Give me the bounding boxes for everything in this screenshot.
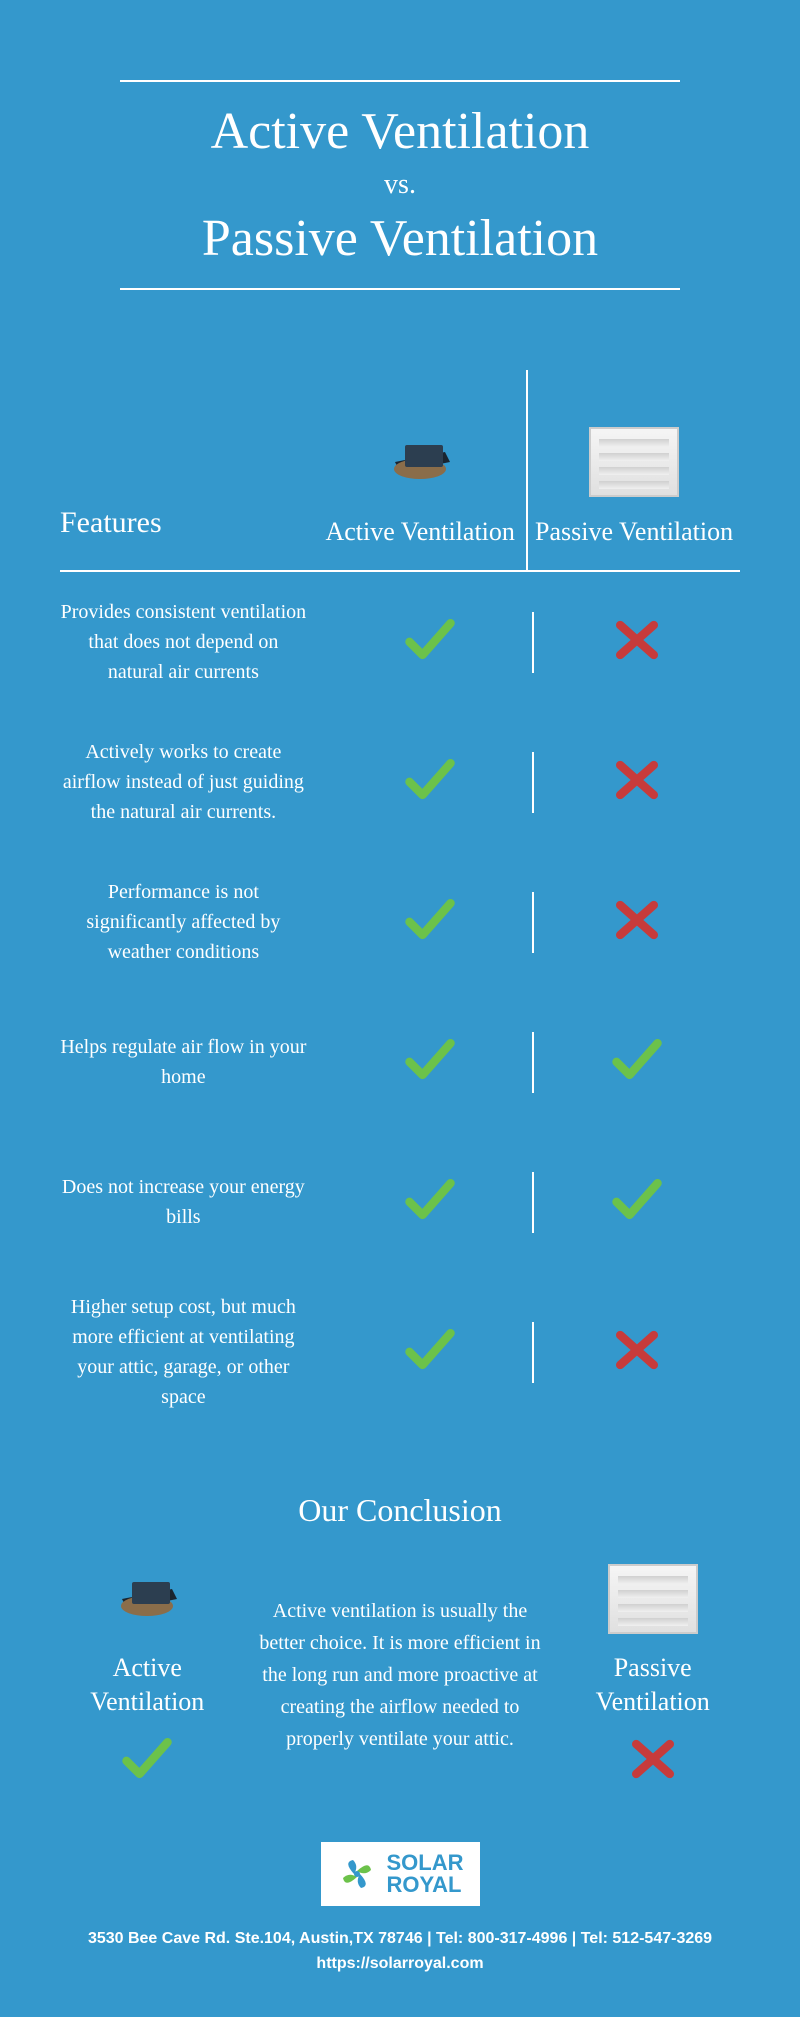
conclusion-heading: Our Conclusion: [60, 1492, 740, 1529]
title-block: Active Ventilation vs. Passive Ventilati…: [60, 80, 740, 290]
conclusion-text: Active ventilation is usually the better…: [255, 1595, 546, 1755]
footer: 3530 Bee Cave Rd. Ste.104, Austin,TX 787…: [60, 1926, 740, 1977]
vent-icon: [603, 1559, 703, 1639]
title-vs: vs.: [60, 169, 740, 201]
feature-text: Performance is not significantly affecte…: [60, 877, 327, 967]
cross-icon: [609, 752, 665, 808]
cross-icon: [609, 1322, 665, 1378]
feature-text: Actively works to create airflow instead…: [60, 737, 327, 827]
cross-icon: [609, 612, 665, 668]
footer-line2: https://solarroyal.com: [60, 1951, 740, 1977]
conclusion-block: Our Conclusion Active Ventilation Active…: [60, 1492, 740, 1792]
table-row: Higher setup cost, but much more efficie…: [60, 1272, 740, 1432]
feature-text: Higher setup cost, but much more efficie…: [60, 1292, 327, 1412]
active-heading: Active Ventilation: [325, 514, 514, 550]
passive-cell: [534, 752, 740, 813]
active-cell: [327, 892, 535, 953]
table-row: Performance is not significantly affecte…: [60, 852, 740, 992]
passive-cell: [534, 1172, 740, 1233]
cross-icon: [609, 892, 665, 948]
passive-cell: [534, 612, 740, 673]
passive-cell: [534, 1322, 740, 1383]
check-icon: [609, 1172, 665, 1228]
comparison-header: Features Active Ventilation: [60, 370, 740, 570]
active-cell: [327, 752, 535, 813]
table-row: Actively works to create airflow instead…: [60, 712, 740, 852]
fan-icon: [370, 422, 470, 502]
check-icon: [402, 892, 458, 948]
check-icon: [402, 1172, 458, 1228]
vent-icon: [584, 422, 684, 502]
logo: SOLAR ROYAL: [321, 1842, 480, 1906]
logo-text-1: SOLAR: [387, 1852, 464, 1874]
check-icon: [402, 752, 458, 808]
footer-line1: 3530 Bee Cave Rd. Ste.104, Austin,TX 787…: [60, 1926, 740, 1952]
logo-text-2: ROYAL: [387, 1874, 464, 1896]
check-icon: [609, 1032, 665, 1088]
check-icon: [402, 1322, 458, 1378]
active-cell: [327, 612, 535, 673]
features-table: Provides consistent ventilation that doe…: [60, 572, 740, 1432]
passive-cell: [534, 892, 740, 953]
active-cell: [327, 1172, 535, 1233]
logo-icon: [337, 1854, 377, 1894]
features-heading: Features: [60, 506, 162, 540]
passive-cell: [534, 1032, 740, 1093]
title-rule-bottom: [120, 288, 680, 290]
check-icon: [119, 1731, 175, 1787]
fan-icon: [97, 1559, 197, 1639]
cross-icon: [625, 1731, 681, 1787]
check-icon: [402, 612, 458, 668]
check-icon: [402, 1032, 458, 1088]
title-rule-top: [120, 80, 680, 82]
active-cell: [327, 1322, 535, 1383]
title-line1: Active Ventilation: [60, 102, 740, 161]
table-row: Provides consistent ventilation that doe…: [60, 572, 740, 712]
title-line2: Passive Ventilation: [60, 209, 740, 268]
table-row: Does not increase your energy bills: [60, 1132, 740, 1272]
conclusion-active: Active Ventilation: [60, 1559, 235, 1792]
table-row: Helps regulate air flow in your home: [60, 992, 740, 1132]
feature-text: Helps regulate air flow in your home: [60, 1032, 327, 1092]
feature-text: Does not increase your energy bills: [60, 1172, 327, 1232]
conclusion-passive: Passive Ventilation: [565, 1559, 740, 1792]
passive-heading: Passive Ventilation: [535, 514, 733, 550]
active-cell: [327, 1032, 535, 1093]
feature-text: Provides consistent ventilation that doe…: [60, 597, 327, 687]
